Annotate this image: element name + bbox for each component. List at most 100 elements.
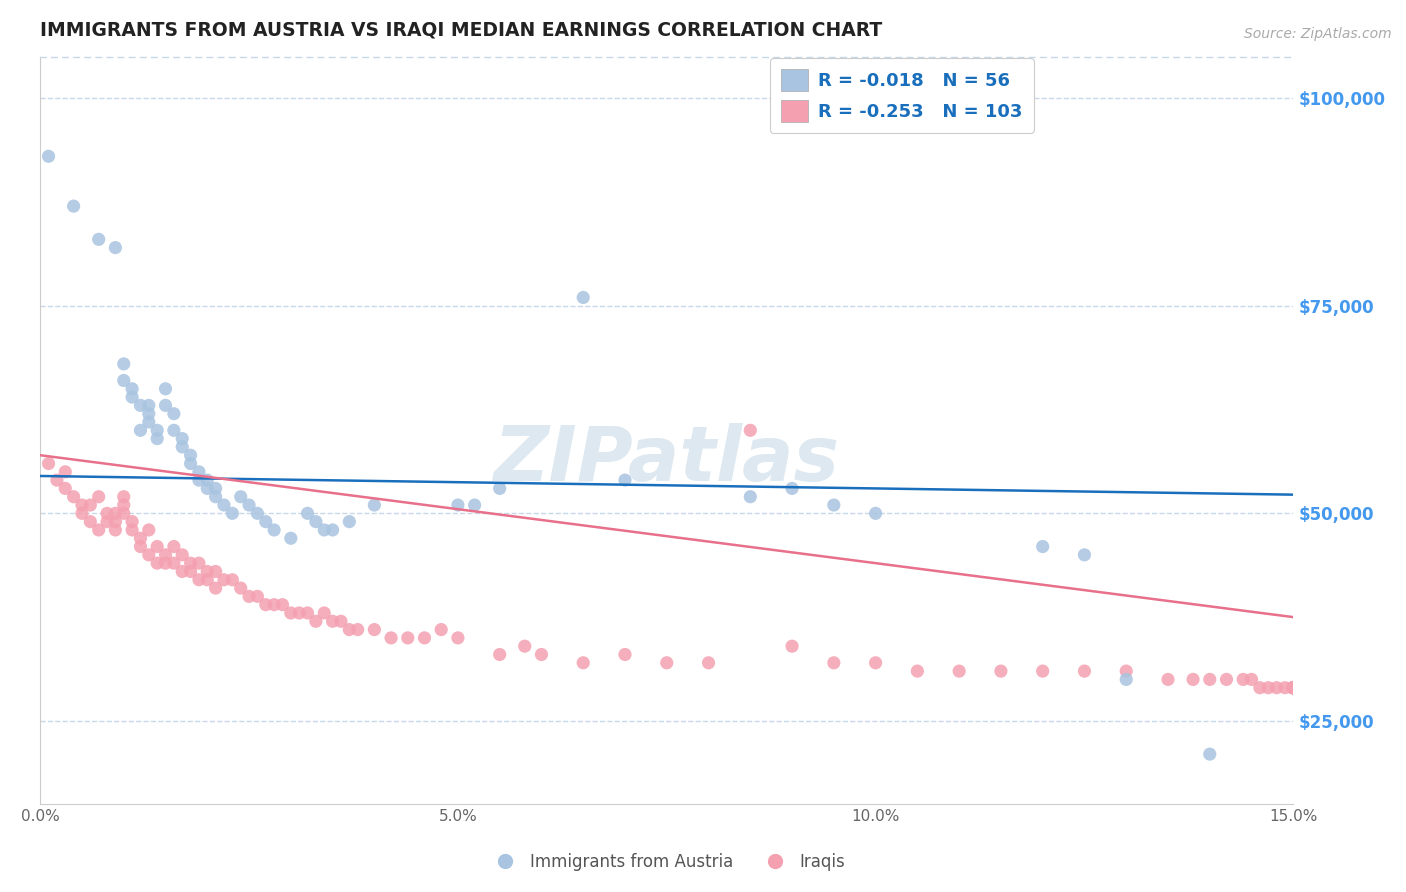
Point (121, 390, 143, 404)
Point (195, 482, 218, 496)
Point (1257, 681, 1279, 695)
Point (263, 523, 285, 537)
Point (363, 623, 385, 637)
Point (346, 623, 368, 637)
Point (195, 473, 218, 487)
Point (823, 656, 845, 670)
Point (254, 515, 277, 529)
Point (221, 573, 243, 587)
Text: Source: ZipAtlas.com: Source: ZipAtlas.com (1244, 27, 1392, 41)
Point (212, 573, 235, 587)
Point (1115, 664, 1137, 678)
Point (488, 482, 510, 496)
Point (246, 590, 269, 604)
Point (329, 615, 352, 629)
Point (305, 615, 328, 629)
Point (138, 548, 160, 562)
Point (238, 590, 260, 604)
Point (1274, 681, 1296, 695)
Point (79, 498, 101, 512)
Point (163, 407, 186, 421)
Point (1282, 681, 1305, 695)
Point (155, 398, 177, 412)
Point (1282, 681, 1305, 695)
Point (172, 440, 194, 454)
Point (280, 606, 302, 620)
Point (447, 498, 470, 512)
Point (1115, 673, 1137, 687)
Point (1282, 681, 1305, 695)
Point (823, 498, 845, 512)
Point (990, 664, 1012, 678)
Point (104, 523, 127, 537)
Point (87, 232, 110, 246)
Point (129, 540, 152, 554)
Point (195, 565, 218, 579)
Point (948, 664, 970, 678)
Point (96, 506, 118, 520)
Point (187, 473, 209, 487)
Point (1282, 681, 1305, 695)
Point (1282, 681, 1305, 695)
Point (905, 664, 928, 678)
Point (104, 241, 127, 255)
Point (1282, 681, 1305, 695)
Point (322, 523, 344, 537)
Point (337, 623, 360, 637)
Point (138, 523, 160, 537)
Point (1232, 673, 1254, 687)
Point (155, 382, 177, 396)
Point (513, 639, 536, 653)
Point (314, 523, 336, 537)
Point (38, 457, 60, 471)
Point (572, 290, 595, 304)
Point (1265, 681, 1288, 695)
Point (447, 631, 470, 645)
Point (413, 631, 436, 645)
Point (488, 648, 510, 662)
Point (70, 498, 93, 512)
Point (87, 490, 110, 504)
Point (1282, 681, 1305, 695)
Point (195, 573, 218, 587)
Point (155, 548, 177, 562)
Point (121, 523, 143, 537)
Point (780, 482, 803, 496)
Point (280, 531, 302, 545)
Point (1215, 673, 1237, 687)
Point (187, 573, 209, 587)
Point (38, 149, 60, 163)
Point (204, 490, 226, 504)
Point (204, 565, 226, 579)
Point (396, 631, 419, 645)
Point (180, 556, 202, 570)
Point (614, 648, 637, 662)
Point (305, 515, 328, 529)
Point (96, 515, 118, 529)
Point (121, 515, 143, 529)
Point (129, 423, 152, 437)
Point (112, 498, 135, 512)
Point (62, 199, 84, 213)
Point (146, 423, 169, 437)
Point (740, 490, 762, 504)
Point (297, 606, 319, 620)
Point (430, 623, 453, 637)
Point (1073, 548, 1095, 562)
Point (62, 490, 84, 504)
Point (221, 506, 243, 520)
Point (572, 656, 595, 670)
Text: ZIPatlas: ZIPatlas (494, 423, 839, 497)
Legend: Immigrants from Austria, Iraqis: Immigrants from Austria, Iraqis (481, 847, 852, 878)
Point (163, 540, 186, 554)
Point (254, 598, 277, 612)
Point (263, 598, 285, 612)
Point (172, 565, 194, 579)
Point (45, 473, 67, 487)
Point (112, 490, 135, 504)
Point (1032, 540, 1054, 554)
Point (172, 432, 194, 446)
Point (322, 615, 344, 629)
Point (180, 457, 202, 471)
Point (138, 415, 160, 429)
